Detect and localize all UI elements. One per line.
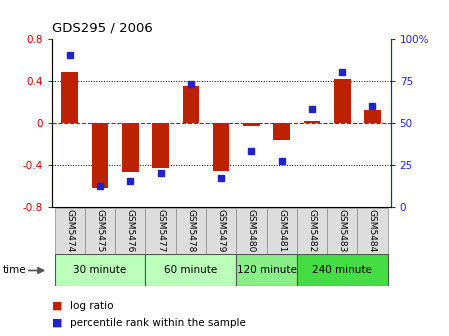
Bar <box>334 79 351 123</box>
Text: 30 minute: 30 minute <box>74 265 127 275</box>
Bar <box>236 208 267 254</box>
Bar <box>115 208 145 254</box>
Text: ■: ■ <box>52 301 62 311</box>
Bar <box>327 208 357 254</box>
Bar <box>55 208 85 254</box>
Bar <box>206 208 236 254</box>
Bar <box>62 72 78 123</box>
Bar <box>267 208 297 254</box>
Bar <box>152 123 169 168</box>
Text: GSM5481: GSM5481 <box>277 209 286 253</box>
Bar <box>183 86 199 123</box>
Text: GSM5475: GSM5475 <box>96 209 105 253</box>
Bar <box>85 208 115 254</box>
Text: ■: ■ <box>52 318 62 328</box>
Bar <box>213 123 229 171</box>
Text: GSM5483: GSM5483 <box>338 209 347 253</box>
Bar <box>243 123 260 126</box>
Bar <box>55 254 145 286</box>
Bar <box>273 123 290 140</box>
Text: GSM5474: GSM5474 <box>65 209 74 253</box>
Text: GSM5479: GSM5479 <box>216 209 226 253</box>
Text: log ratio: log ratio <box>70 301 114 311</box>
Text: GSM5477: GSM5477 <box>156 209 165 253</box>
Bar <box>364 110 381 123</box>
Bar <box>176 208 206 254</box>
Text: percentile rank within the sample: percentile rank within the sample <box>70 318 247 328</box>
Bar <box>297 208 327 254</box>
Text: GSM5480: GSM5480 <box>247 209 256 253</box>
Bar <box>145 254 236 286</box>
Text: 240 minute: 240 minute <box>312 265 372 275</box>
Text: GDS295 / 2006: GDS295 / 2006 <box>52 22 152 35</box>
Bar <box>236 254 297 286</box>
Bar <box>357 208 387 254</box>
Bar <box>92 123 108 188</box>
Bar <box>122 123 139 172</box>
Text: GSM5484: GSM5484 <box>368 209 377 253</box>
Bar <box>145 208 176 254</box>
Bar <box>304 121 320 123</box>
Text: 120 minute: 120 minute <box>237 265 296 275</box>
Text: GSM5482: GSM5482 <box>308 209 317 253</box>
Text: GSM5478: GSM5478 <box>186 209 195 253</box>
Text: 60 minute: 60 minute <box>164 265 217 275</box>
Bar <box>297 254 387 286</box>
Text: time: time <box>2 265 26 276</box>
Text: GSM5476: GSM5476 <box>126 209 135 253</box>
